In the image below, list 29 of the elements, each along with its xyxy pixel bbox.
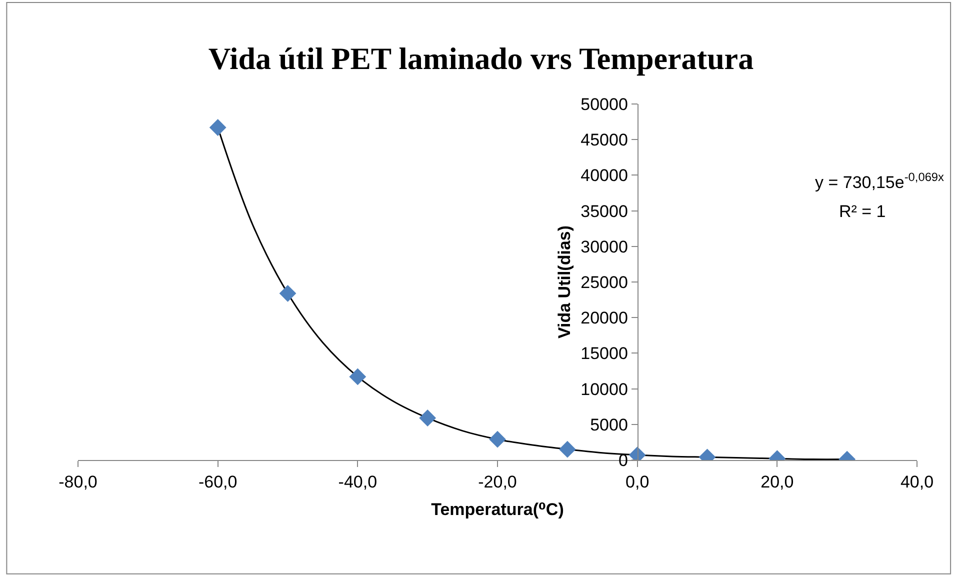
point [349,368,366,386]
x-tick-label: 20,0 [760,472,794,492]
x-axis-title: Temperatura(⁰C) [431,500,564,519]
point [279,284,296,302]
y-tick-label: 50000 [580,94,628,114]
y-tick-label: 25000 [580,272,628,292]
point [489,430,506,448]
x-tick-label: -20,0 [478,472,517,492]
x-tick-label: -40,0 [338,472,378,492]
annotation: R² = 1 [839,202,886,221]
y-axis-title: Vida Util(dias) [555,225,574,339]
y-tick-label: 45000 [580,130,628,150]
y-tick-label: 5000 [590,415,628,434]
y-tick-label: 15000 [580,344,628,364]
annotation: y = 730,15e$^{-0,069x}$ [815,170,944,192]
x-tick-label: -60,0 [198,472,238,492]
point [419,410,436,426]
y-tick-label: 0 [618,450,628,470]
y-tick-label: 30000 [580,237,628,256]
point [558,440,576,458]
point [209,119,226,136]
x-tick-label: -80,0 [58,472,98,492]
y-tick-label: 20000 [580,308,628,328]
x-tick-label: 40,0 [900,472,934,492]
x-tick-label: 0,0 [626,472,650,492]
y-tick-label: 35000 [580,202,628,221]
y-tick-label: 10000 [580,380,628,399]
chart-title: Vida útil PET laminado vrs Temperatura [208,40,754,76]
y-tick-label: 40000 [580,166,628,186]
